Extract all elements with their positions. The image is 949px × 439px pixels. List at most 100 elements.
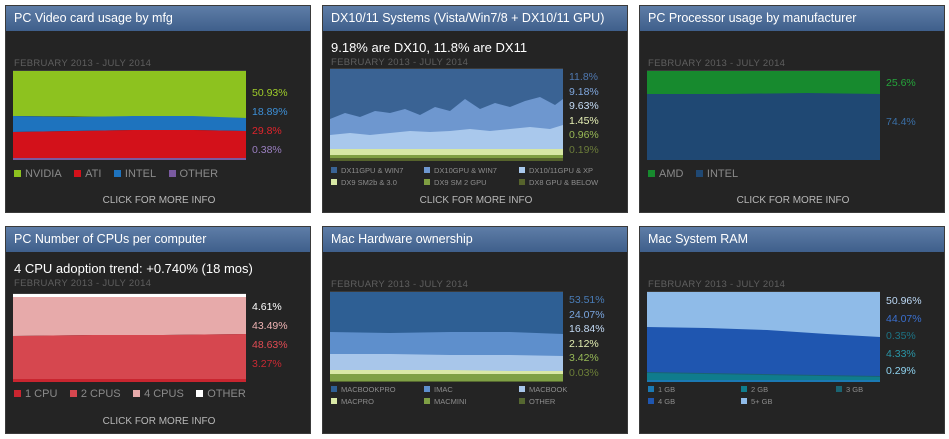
value-legend: 11.8% 9.18% 9.63% 1.45% 0.96% 0.19%: [569, 70, 627, 157]
stacked-area-chart: [647, 70, 880, 160]
panel-mac-ram[interactable]: Mac System RAM FEBRUARY 2013 - JULY 2014…: [639, 226, 945, 434]
date-range: FEBRUARY 2013 - JULY 2014: [648, 279, 786, 290]
series-legend: MACBOOKPRO IMAC MACBOOK MACPRO MACMINI O…: [331, 385, 623, 407]
panel-title[interactable]: DX10/11 Systems (Vista/Win7/8 + DX10/11 …: [323, 6, 627, 31]
legend-item: DX11GPU & WIN7: [331, 166, 403, 175]
area-1gb: [647, 380, 880, 382]
legend-item: DX8 GPU & BELOW: [519, 178, 598, 187]
panel-title[interactable]: PC Number of CPUs per computer: [6, 227, 310, 252]
panel-mac-hardware[interactable]: Mac Hardware ownership FEBRUARY 2013 - J…: [322, 226, 628, 434]
area-1cpu: [13, 379, 246, 382]
legend-item: OTHER: [519, 397, 555, 406]
value-macpro: 2.12%: [569, 337, 599, 350]
date-range: FEBRUARY 2013 - JULY 2014: [14, 278, 152, 289]
panel-title[interactable]: Mac System RAM: [640, 227, 944, 252]
legend-item: INTEL: [113, 168, 156, 180]
legend-item: MACPRO: [331, 397, 374, 406]
value-dx9-sm2: 0.96%: [569, 129, 599, 141]
more-info-link[interactable]: CLICK FOR MORE INFO: [102, 416, 216, 427]
area-nvidia: [13, 71, 246, 118]
area-dx8-below: [330, 158, 563, 161]
legend-item: IMAC: [424, 385, 453, 394]
value-legend: 50.93% 18.89% 29.8% 0.38%: [252, 84, 310, 160]
legend-item: 1 GB: [648, 385, 675, 394]
more-info-link[interactable]: CLICK FOR MORE INFO: [736, 195, 850, 206]
legend-item: DX10GPU & WIN7: [424, 166, 497, 175]
value-3gb: 0.35%: [886, 330, 916, 342]
panel-dx-systems[interactable]: DX10/11 Systems (Vista/Win7/8 + DX10/11 …: [322, 5, 628, 213]
date-range: FEBRUARY 2013 - JULY 2014: [648, 58, 786, 69]
value-dx8: 0.19%: [569, 143, 599, 156]
value-legend: 50.96% 44.07% 0.35% 4.33% 0.29%: [886, 293, 944, 381]
legend-item: INTEL: [695, 168, 738, 180]
date-range: FEBRUARY 2013 - JULY 2014: [331, 279, 469, 290]
area-2cpus: [13, 334, 246, 379]
area-intel: [13, 116, 246, 132]
panel-title[interactable]: Mac Hardware ownership: [323, 227, 627, 252]
value-macmini: 3.42%: [569, 352, 599, 364]
panel-title[interactable]: PC Processor usage by manufacturer: [640, 6, 944, 31]
value-macbook: 16.84%: [569, 323, 605, 335]
series-legend: NVIDIA ATI INTEL OTHER: [14, 164, 226, 182]
legend-item: ATI: [74, 168, 101, 180]
value-dx10-win7: 9.18%: [569, 85, 599, 98]
value-imac: 24.07%: [569, 308, 605, 321]
legend-item: 1 CPU: [14, 388, 57, 400]
value-1cpu: 3.27%: [252, 358, 282, 370]
legend-item: NVIDIA: [14, 168, 62, 180]
stacked-area-chart: [13, 293, 246, 382]
area-2gb: [647, 373, 880, 382]
value-ati: 29.8%: [252, 125, 282, 137]
legend-item: OTHER: [196, 388, 246, 400]
value-amd: 25.6%: [886, 77, 916, 89]
legend-item: 3 GB: [836, 385, 863, 394]
legend-item: 2 GB: [741, 385, 768, 394]
value-2cpus: 48.63%: [252, 339, 288, 351]
legend-item: 4 CPUS: [133, 388, 184, 400]
stacked-area-chart: [330, 68, 563, 161]
value-dx1011-xp: 9.63%: [569, 100, 599, 112]
value-other: 0.03%: [569, 366, 599, 379]
value-4gb: 44.07%: [886, 312, 922, 325]
value-5gb: 50.96%: [886, 295, 922, 307]
date-range: FEBRUARY 2013 - JULY 2014: [331, 57, 469, 68]
panel-cpus[interactable]: PC Number of CPUs per computer 4 CPU ado…: [5, 226, 311, 434]
value-macbookpro: 53.51%: [569, 294, 605, 306]
legend-item: 4 GB: [648, 397, 675, 406]
value-legend: 4.61% 43.49% 48.63% 3.27%: [252, 298, 310, 374]
headline: 9.18% are DX10, 11.8% are DX11: [331, 40, 528, 55]
series-legend: 1 CPU 2 CPUS 4 CPUS OTHER: [14, 384, 254, 402]
legend-item: MACMINI: [424, 397, 467, 406]
panel-title[interactable]: PC Video card usage by mfg: [6, 6, 310, 31]
value-other: 4.61%: [252, 301, 282, 313]
legend-item: DX9 SM2b & 3.0: [331, 178, 397, 187]
legend-item: DX9 SM 2 GPU: [424, 178, 487, 187]
stacked-area-chart: [647, 291, 880, 382]
series-legend: AMD INTEL: [648, 164, 746, 182]
series-legend: 1 GB 2 GB 3 GB 4 GB 5+ GB: [648, 385, 940, 407]
area-intel: [647, 93, 880, 160]
value-nvidia: 50.93%: [252, 87, 288, 99]
legend-item: 5+ GB: [741, 397, 772, 406]
value-intel: 18.89%: [252, 106, 288, 118]
panel-video-card[interactable]: PC Video card usage by mfg FEBRUARY 2013…: [5, 5, 311, 213]
stacked-area-chart: [330, 291, 563, 382]
legend-item: AMD: [648, 168, 683, 180]
more-info-link[interactable]: CLICK FOR MORE INFO: [419, 195, 533, 206]
value-legend: 25.6% 74.4%: [886, 74, 944, 132]
value-2gb: 4.33%: [886, 347, 916, 360]
area-4gb: [647, 327, 880, 382]
area-other: [330, 381, 563, 382]
legend-item: MACBOOK: [519, 385, 567, 394]
panel-processor[interactable]: PC Processor usage by manufacturer FEBRU…: [639, 5, 945, 213]
legend-item: 2 CPUS: [69, 388, 121, 400]
legend-item: DX10/11GPU & XP: [519, 166, 593, 175]
value-intel: 74.4%: [886, 116, 916, 128]
area-other: [13, 158, 246, 160]
area-macmini: [330, 374, 563, 382]
more-info-link[interactable]: CLICK FOR MORE INFO: [102, 195, 216, 206]
headline: 4 CPU adoption trend: +0.740% (18 mos): [14, 261, 253, 276]
series-legend: DX11GPU & WIN7 DX10GPU & WIN7 DX10/11GPU…: [331, 166, 623, 188]
area-ati: [13, 130, 246, 160]
legend-item: MACBOOKPRO: [331, 385, 396, 394]
